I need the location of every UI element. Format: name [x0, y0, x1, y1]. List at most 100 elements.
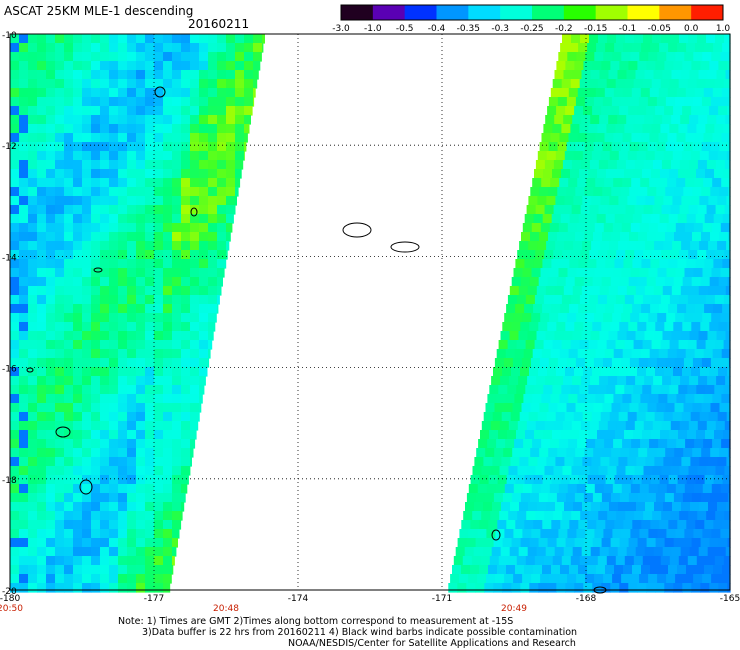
swath-cell — [544, 205, 555, 215]
swath-cell — [693, 223, 704, 233]
swath-cell — [118, 115, 128, 125]
swath-cell — [627, 457, 637, 467]
swath-cell — [37, 223, 47, 233]
swath-cell — [19, 457, 29, 467]
swath-cell — [671, 70, 682, 80]
swath-cell — [100, 358, 110, 368]
swath-cell — [714, 124, 724, 134]
swath-cell — [73, 457, 83, 467]
swath-cell — [46, 106, 56, 116]
swath-cell — [154, 70, 164, 80]
swath-cell — [100, 439, 110, 449]
swath-cell — [181, 250, 191, 260]
swath-cell — [118, 304, 128, 314]
swath-cell — [585, 313, 595, 323]
swath-cell — [145, 394, 155, 404]
swath-cell — [226, 70, 236, 80]
swath-cell — [471, 556, 482, 566]
swath-cell — [619, 367, 629, 377]
swath-cell — [589, 466, 600, 476]
swath-cell — [190, 286, 200, 296]
swath-cell — [118, 295, 128, 305]
swath-cell — [82, 358, 92, 368]
swath-cell — [208, 331, 214, 341]
swath-cell — [612, 484, 623, 494]
swath-cell — [28, 241, 38, 251]
swath-cell — [450, 574, 460, 584]
swath-cell — [226, 214, 234, 224]
x-tick-label: -165 — [720, 594, 740, 604]
swath-cell — [570, 430, 580, 440]
swath-cell — [621, 313, 631, 323]
swath-cell — [118, 250, 128, 260]
swath-cell — [534, 169, 544, 179]
swath-cell — [719, 187, 729, 197]
swath-cell — [172, 79, 182, 89]
swath-cell — [627, 502, 637, 512]
swath-cell — [82, 133, 92, 143]
swath-cell — [712, 439, 722, 449]
swath-cell — [573, 151, 584, 161]
swath-cell — [717, 502, 727, 512]
swath-cell — [172, 340, 182, 350]
swath-cell — [181, 205, 191, 215]
swath-cell — [650, 565, 660, 575]
swath-cell — [82, 43, 92, 53]
swath-cell — [506, 565, 516, 575]
swath-cell — [19, 565, 29, 575]
swath-cell — [82, 394, 92, 404]
swath-cell — [100, 124, 110, 134]
swath-cell — [610, 106, 620, 116]
swath-cell — [570, 556, 581, 566]
swath-cell — [727, 493, 731, 503]
swath-cell — [492, 412, 503, 422]
swath-cell — [172, 34, 182, 44]
swath-cell — [127, 358, 137, 368]
swath-cell — [638, 232, 648, 242]
swath-cell — [118, 52, 128, 62]
swath-cell — [208, 205, 218, 215]
swath-cell — [654, 412, 665, 422]
swath-cell — [637, 538, 648, 548]
swath-cell — [28, 403, 38, 413]
swath-cell — [651, 556, 662, 566]
swath-cell — [475, 538, 486, 548]
swath-cell — [73, 583, 83, 593]
swath-cell — [461, 565, 471, 575]
swath-cell — [109, 493, 119, 503]
swath-cell — [690, 241, 700, 251]
swath-cell — [645, 151, 656, 161]
swath-cell — [109, 529, 119, 539]
swath-cell — [725, 331, 731, 341]
swath-cell — [64, 340, 74, 350]
swath-cell — [688, 205, 699, 215]
swath-cell — [507, 385, 517, 395]
swath-cell — [172, 439, 182, 449]
swath-cell — [535, 466, 546, 476]
swath-cell — [570, 169, 580, 179]
swath-cell — [244, 97, 254, 107]
swath-cell — [10, 124, 20, 134]
swath-cell — [520, 538, 531, 548]
swath-cell — [475, 493, 486, 503]
swath-cell — [623, 565, 633, 575]
swath-cell — [667, 439, 677, 449]
swath-cell — [651, 430, 661, 440]
swath-cell — [154, 493, 164, 503]
swath-cell — [554, 286, 565, 296]
swath-cell — [675, 484, 686, 494]
swath-cell — [617, 331, 628, 341]
time-label: 20:50 — [0, 604, 23, 614]
swath-cell — [652, 205, 663, 215]
swath-cell — [145, 547, 155, 557]
swath-cell — [244, 79, 254, 89]
swath-cell — [91, 484, 101, 494]
swath-cell — [82, 331, 92, 341]
swath-cell — [91, 151, 101, 161]
swath-cell — [19, 349, 29, 359]
swath-cell — [217, 295, 220, 305]
swath-cell — [64, 205, 74, 215]
swath-cell — [662, 286, 673, 296]
swath-cell — [630, 52, 640, 62]
swath-cell — [585, 484, 596, 494]
